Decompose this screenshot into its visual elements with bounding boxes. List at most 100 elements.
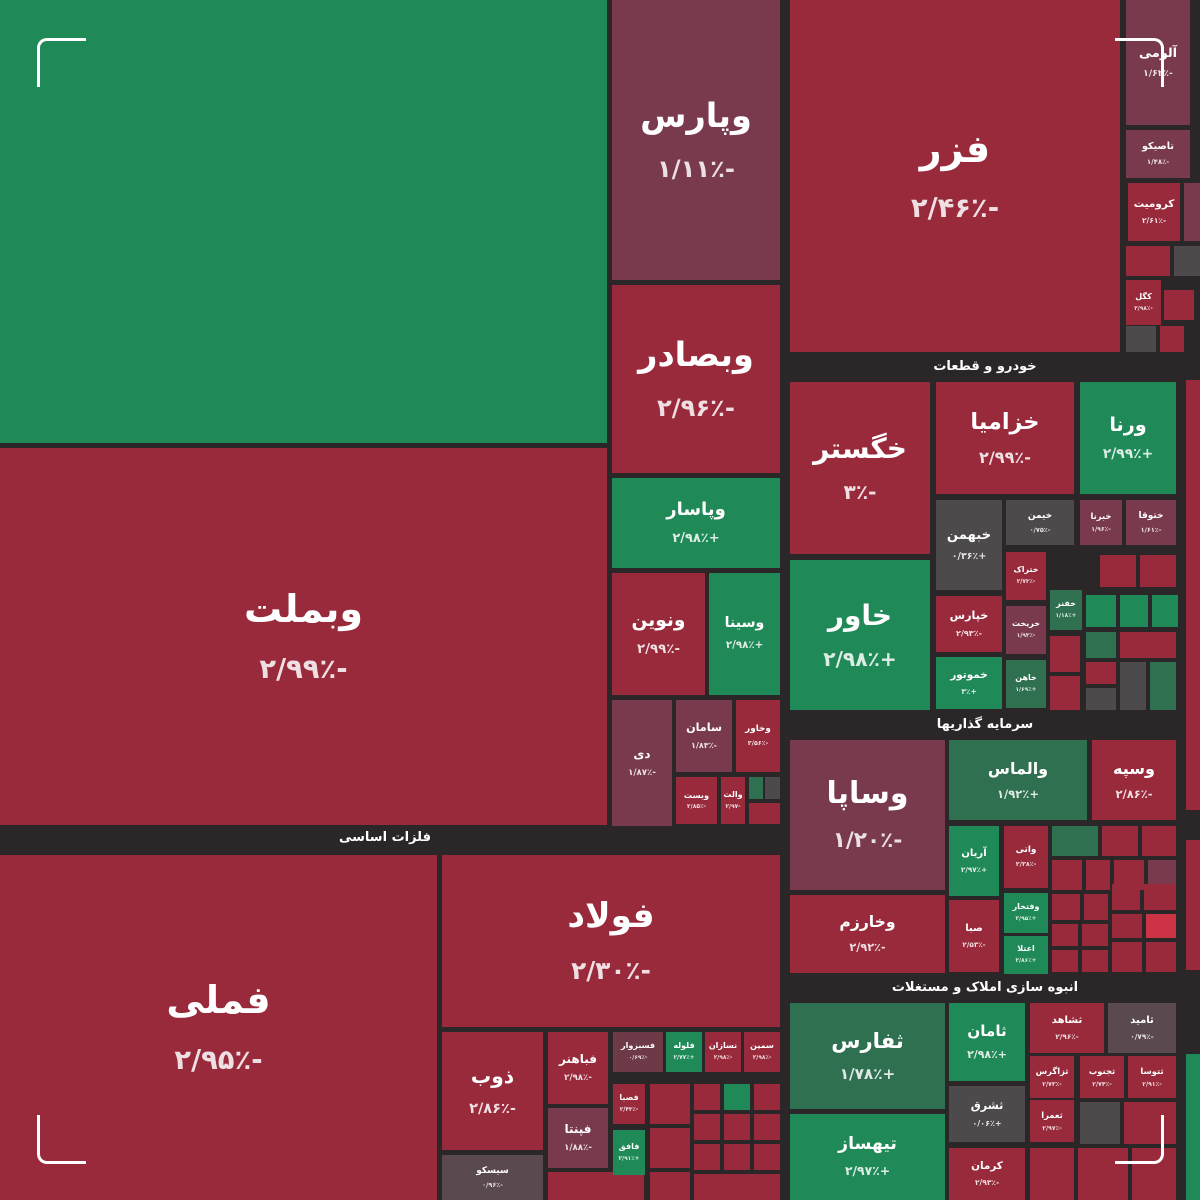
tile-change: -۲/۹۲٪ — [849, 940, 886, 954]
tile-change: -۲/۷۴٪ — [1092, 1080, 1112, 1088]
tile — [694, 1174, 780, 1200]
tile[interactable]: فلوله +۲/۷۷٪ — [666, 1032, 702, 1072]
tile[interactable]: وخاور -۲/۵۶٪ — [736, 700, 780, 772]
tile[interactable]: ثتوسا -۲/۹۱٪ — [1128, 1056, 1176, 1098]
tile — [1112, 914, 1142, 938]
tile[interactable]: فافق +۲/۹۱٪ — [613, 1130, 645, 1175]
tile-label: فباهنر — [559, 1052, 597, 1067]
tile[interactable]: سیسکو -۰/۹۶٪ — [442, 1155, 543, 1200]
tile[interactable]: وبست -۲/۸۵٪ — [676, 777, 717, 824]
tile-change: +۲/۷۷٪ — [673, 1055, 695, 1062]
tile[interactable]: وفتخار +۲/۹۵٪ — [1004, 893, 1048, 933]
tile[interactable]: خاهن +۱/۶۹٪ — [1006, 660, 1046, 708]
tile[interactable]: خیمن -۰/۷۵٪ — [1006, 500, 1074, 545]
tile-change: +۲/۹۷٪ — [960, 865, 988, 875]
tile[interactable]: وخارزم -۲/۹۲٪ — [790, 895, 945, 973]
tile[interactable]: فزر -۲/۴۶٪ — [790, 0, 1120, 352]
tile[interactable]: آریان +۲/۹۷٪ — [949, 826, 999, 896]
tile — [749, 803, 780, 824]
tile-label: خیمن — [1027, 510, 1053, 521]
tile[interactable]: ختوقا -۱/۶۱٪ — [1126, 500, 1176, 545]
tile — [1084, 894, 1108, 920]
tile — [694, 1144, 720, 1170]
tile[interactable]: فپنتا -۱/۸۸٪ — [548, 1108, 608, 1168]
tile[interactable]: فباهنر -۲/۹۸٪ — [548, 1032, 608, 1104]
tile[interactable]: اعتلا +۲/۸۶٪ — [1004, 936, 1048, 974]
tile[interactable]: واتی -۲/۳۸٪ — [1004, 826, 1048, 888]
tile — [754, 1084, 780, 1110]
tile[interactable]: ذوب -۲/۸۶٪ — [442, 1032, 543, 1150]
tile[interactable]: ثشاهد -۲/۹۶٪ — [1030, 1003, 1104, 1053]
tile-change: -۲/۳۰٪ — [571, 955, 651, 985]
tile[interactable]: فصبا -۲/۴۳٪ — [613, 1084, 645, 1124]
tile-change: -۲/۹۶٪ — [657, 394, 735, 423]
tile-label: ختراک — [1013, 565, 1039, 575]
tile-label: وخارزم — [839, 913, 896, 932]
tile[interactable]: ورنا +۲/۹۹٪ — [1080, 382, 1176, 494]
tile[interactable]: ثامید -۰/۷۹٪ — [1108, 1003, 1176, 1053]
tile[interactable]: فملی -۲/۹۵٪ — [0, 855, 437, 1200]
tile[interactable]: وبصادر -۲/۹۶٪ — [612, 285, 780, 473]
tile[interactable]: ثعمرا -۲/۹۷٪ — [1030, 1100, 1074, 1142]
tile[interactable]: ثزاگرس -۲/۷۳٪ — [1030, 1056, 1074, 1098]
tile[interactable]: سامان -۱/۸۳٪ — [676, 700, 732, 772]
tile-change: +۲/۹۸٪ — [725, 640, 764, 652]
tile[interactable]: فولاد -۲/۳۰٪ — [442, 855, 780, 1027]
tile-label: ورنا — [1109, 412, 1147, 436]
tile — [694, 1114, 720, 1140]
tile[interactable]: صبا -۲/۵۳٪ — [949, 900, 999, 972]
tile[interactable]: کگل -۲/۹۸٪ — [1126, 280, 1161, 325]
tile — [1146, 914, 1176, 938]
tile[interactable]: کرمان -۲/۹۳٪ — [949, 1148, 1025, 1200]
tile-label: ثشرق — [970, 1099, 1004, 1113]
tile[interactable]: خبهمن +۰/۳۶٪ — [936, 500, 1002, 590]
tile-change: -۱/۹۳٪ — [1016, 633, 1036, 640]
tile[interactable]: وسینا +۲/۹۸٪ — [709, 573, 780, 695]
tile-label: خریخت — [1012, 619, 1040, 629]
tile[interactable]: خبرنا -۱/۹۶٪ — [1080, 500, 1122, 545]
tile[interactable]: خزامیا -۲/۹۹٪ — [936, 382, 1074, 494]
tile[interactable]: فسبزوار -۰/۶۹٪ — [613, 1032, 663, 1072]
tile[interactable]: خفنر +۱/۱۸٪ — [1050, 590, 1082, 630]
tile[interactable]: سمین -۲/۹۸٪ — [744, 1032, 780, 1072]
tile-change: -۰/۷۵٪ — [1029, 526, 1051, 535]
tile-label: ثتوسا — [1140, 1065, 1164, 1076]
tile[interactable]: خپارس -۲/۹۳٪ — [936, 596, 1002, 652]
tile[interactable]: دی -۱/۸۷٪ — [612, 700, 672, 826]
tile[interactable]: وساپا -۱/۲۰٪ — [790, 740, 945, 890]
tile[interactable]: کرومیت -۲/۶۱٪ — [1128, 183, 1180, 241]
tile — [1140, 555, 1176, 587]
tile[interactable]: ونوین -۲/۹۹٪ — [612, 573, 705, 695]
tile — [1102, 826, 1138, 856]
tile[interactable]: ثفارس +۱/۷۸٪ — [790, 1003, 945, 1109]
tile[interactable]: وسپه -۲/۸۶٪ — [1092, 740, 1176, 820]
tile — [754, 1144, 780, 1170]
tile-change: +۱/۹۲٪ — [997, 786, 1039, 801]
tile[interactable]: وپارس -۱/۱۱٪ — [612, 0, 780, 280]
tile[interactable]: آلومی -۱/۶۲٪ — [1126, 0, 1190, 125]
tile[interactable]: والماس +۱/۹۲٪ — [949, 740, 1087, 820]
tile[interactable]: ثجنوب -۲/۷۴٪ — [1080, 1056, 1124, 1098]
tile[interactable]: ختراک -۲/۷۳٪ — [1006, 552, 1046, 600]
tile[interactable]: ثامان +۲/۹۸٪ — [949, 1003, 1025, 1081]
tile[interactable]: خگستر -۳٪ — [790, 382, 930, 554]
tile[interactable]: وبملت -۲/۹۹٪ — [0, 448, 607, 825]
tile-change: -۲/۹۶٪ — [1055, 1032, 1079, 1042]
tile-label: خبهمن — [946, 527, 992, 543]
tile[interactable]: تیهساز +۲/۹۷٪ — [790, 1114, 945, 1200]
tile-label: کگل — [1135, 291, 1152, 301]
tile[interactable]: ثشرق +۰/۰۶٪ — [949, 1086, 1025, 1142]
tile-label: خموتور — [950, 669, 988, 682]
tile[interactable]: وپاسار +۲/۹۸٪ — [612, 478, 780, 568]
tile — [1082, 924, 1108, 946]
tile-change: -۲/۹۹٪ — [259, 653, 348, 685]
tile[interactable]: والت -۲/۹۷ — [721, 777, 745, 824]
tile-label: خبرنا — [1090, 511, 1112, 522]
tile[interactable]: خاور +۲/۹۸٪ — [790, 560, 930, 710]
tile[interactable]: خریخت -۱/۹۳٪ — [1006, 606, 1046, 654]
tile[interactable]: تاصیکو -۱/۴۸٪ — [1126, 130, 1190, 178]
tile[interactable]: خموتور +۳٪ — [936, 657, 1002, 709]
tile — [749, 777, 763, 799]
tile[interactable]: نسازان -۲/۹۸٪ — [705, 1032, 741, 1072]
